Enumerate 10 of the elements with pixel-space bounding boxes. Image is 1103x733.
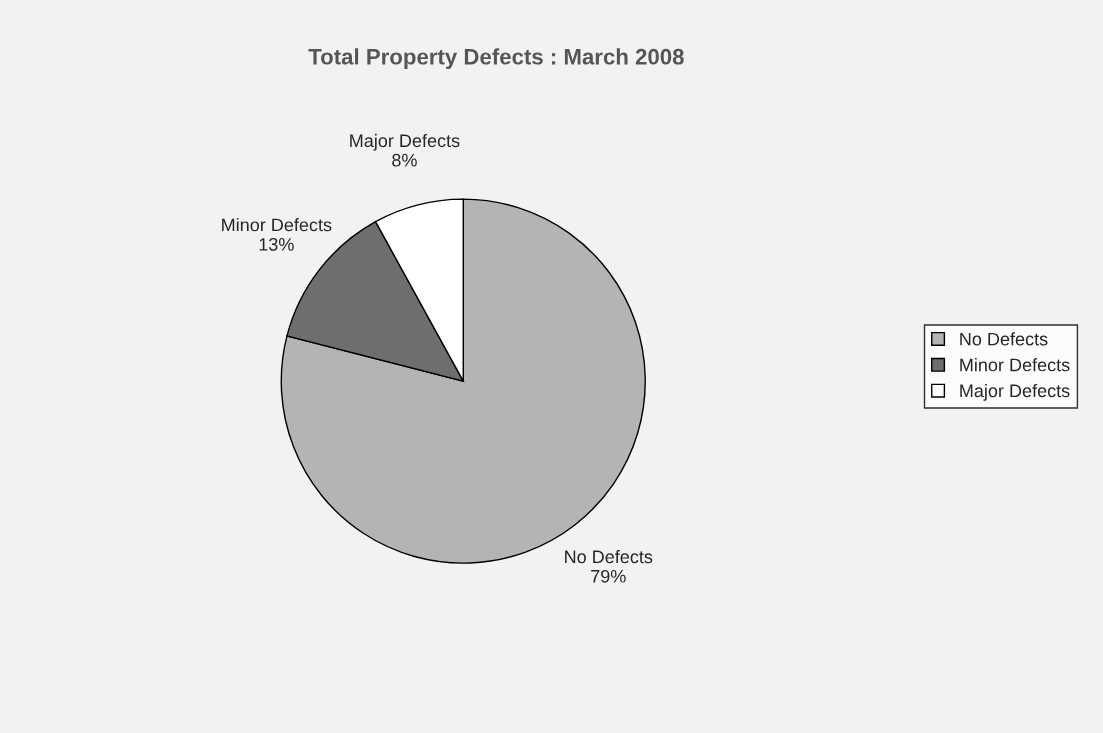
data-label: 79% bbox=[591, 569, 626, 583]
legend-label: No Defects bbox=[960, 332, 1048, 346]
legend-label: Major Defects bbox=[960, 383, 1070, 401]
slice-label: No Defects bbox=[565, 549, 653, 564]
chart-title: Total Property Defects : March 2008 bbox=[308, 48, 684, 69]
data-label: 13% bbox=[259, 237, 294, 251]
slice-label: Minor Defects bbox=[222, 218, 332, 232]
legend-label: Minor Defects bbox=[960, 358, 1070, 372]
slice-label: Major Defects bbox=[350, 133, 460, 151]
data-label: 8% bbox=[392, 153, 417, 167]
